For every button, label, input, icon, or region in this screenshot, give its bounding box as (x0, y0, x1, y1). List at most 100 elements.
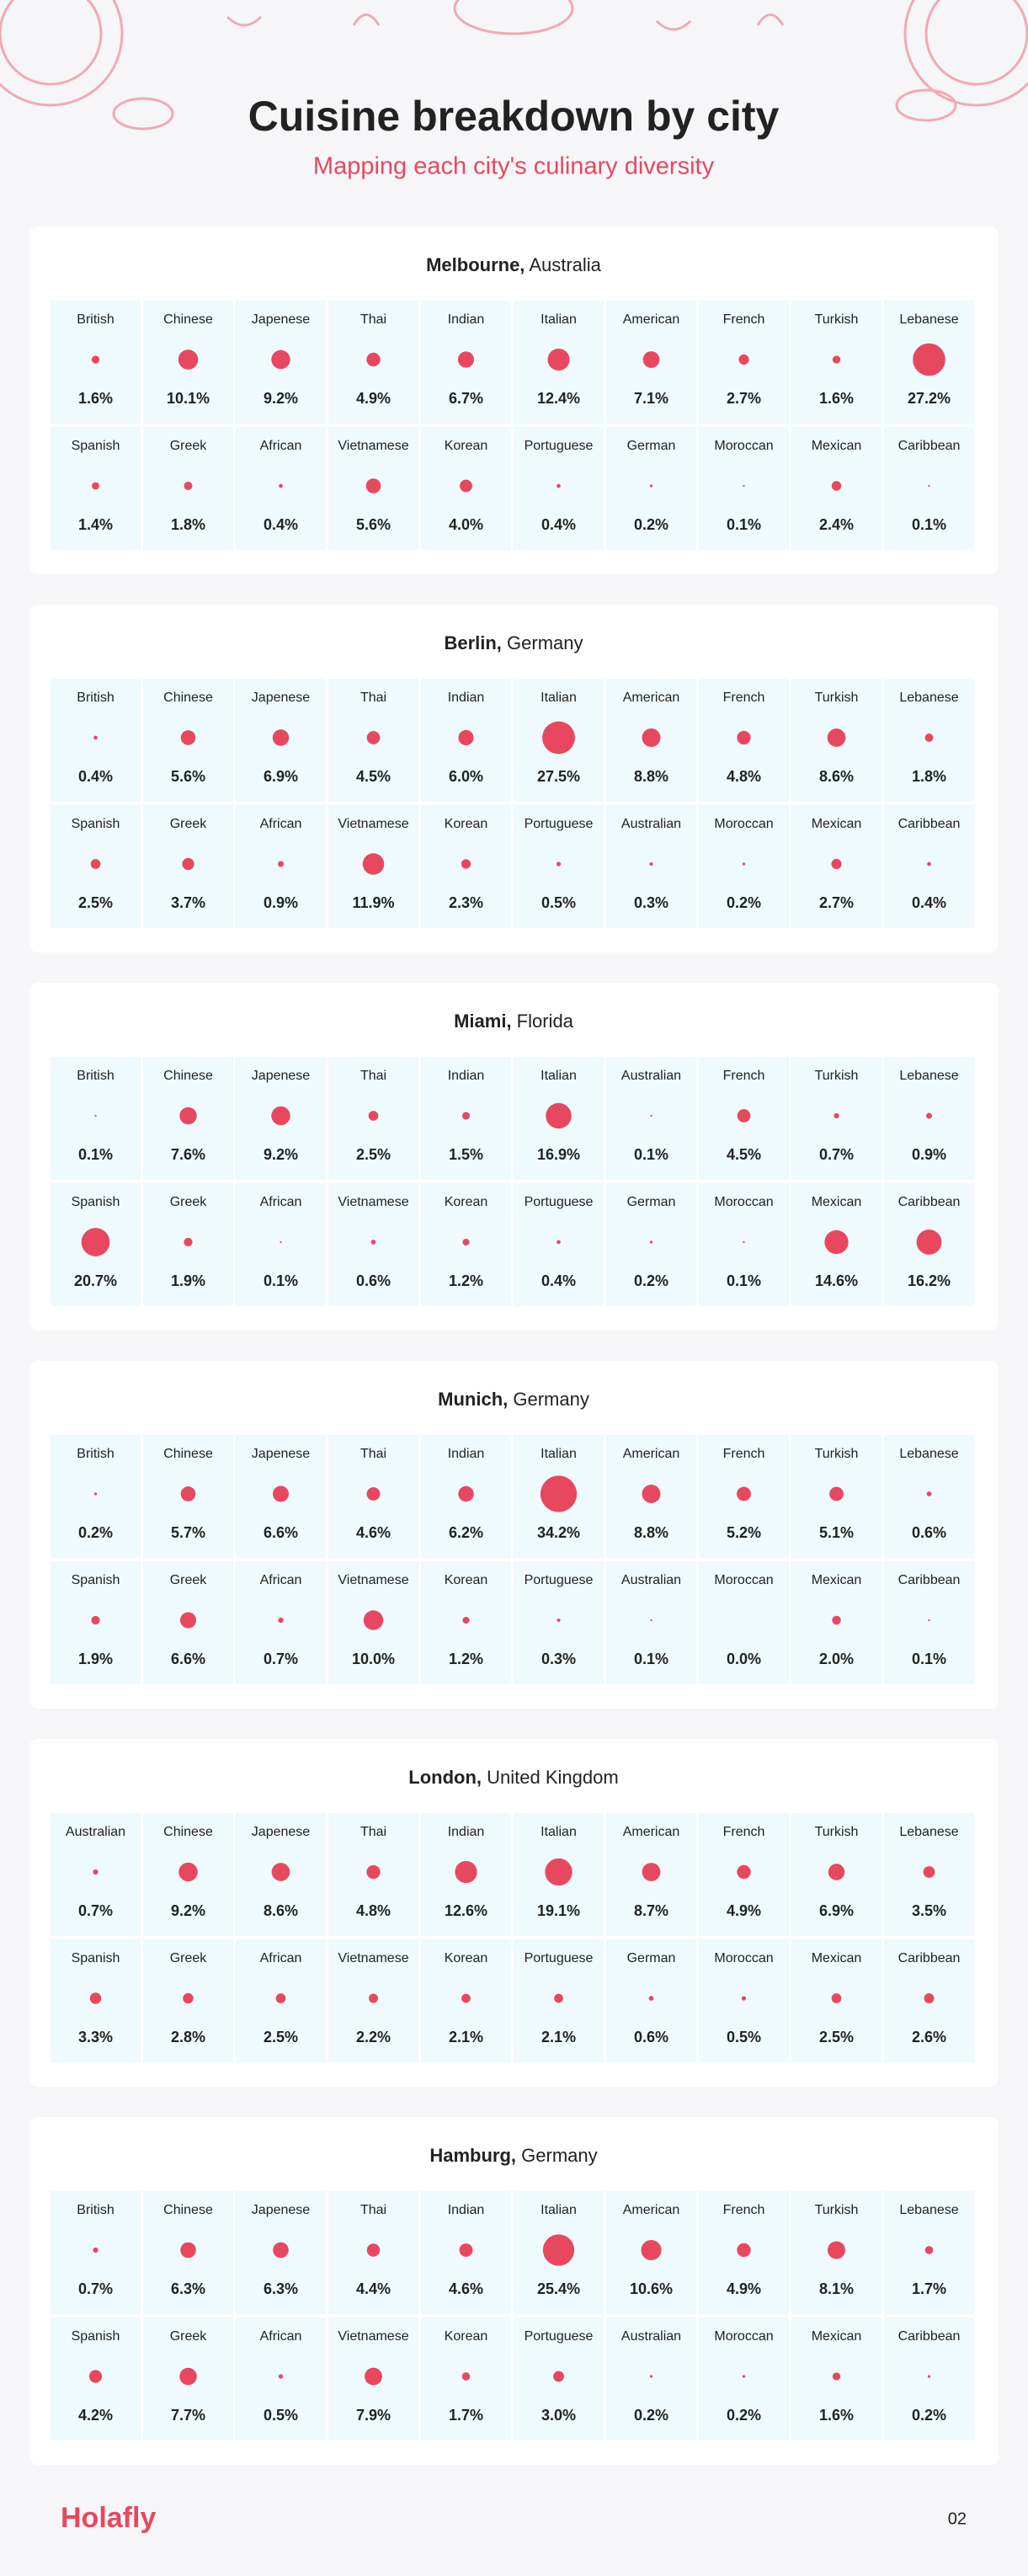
cuisine-label: Thai (360, 312, 386, 327)
cuisine-label: Greek (170, 439, 208, 453)
header-decoration (0, 0, 1028, 131)
value-label: 12.4% (537, 390, 580, 407)
cuisine-label: Portuguese (525, 817, 594, 831)
cuisine-label: Chinese (163, 1069, 213, 1083)
cuisine-label: Turkish (815, 1447, 859, 1461)
cuisine-label: German (627, 439, 676, 453)
cuisine-label: Korean (445, 1573, 488, 1587)
cuisine-label: Korean (445, 2329, 488, 2344)
bubble (184, 482, 193, 490)
bubble (279, 483, 283, 488)
bubble (90, 859, 101, 869)
cuisine-label: African (260, 1195, 302, 1209)
cuisine-label: Lebanese (899, 2203, 958, 2217)
value-label: 7.7% (171, 2407, 205, 2424)
cuisine-label: Japenese (252, 1069, 310, 1083)
bubble (556, 861, 562, 867)
bubble (272, 1485, 290, 1502)
bubble (832, 1615, 841, 1625)
value-label: 0.9% (264, 894, 298, 911)
cell (514, 427, 604, 550)
cuisine-label: Caribbean (898, 1195, 961, 1209)
cuisine-label: Spanish (72, 1195, 120, 1209)
city-card: Melbourne, Australia British 1.6% Chinese 10… (29, 227, 999, 574)
value-label: 0.6% (356, 1272, 391, 1289)
value-label: 1.6% (819, 390, 854, 407)
value-label: 0.4% (912, 894, 946, 911)
cuisine-label: French (723, 1825, 765, 1839)
value-label: 16.9% (537, 1146, 580, 1163)
value-label: 8.8% (634, 768, 668, 785)
bubble (94, 1114, 97, 1117)
bubble (928, 1619, 930, 1622)
cuisine-label: American (623, 1447, 680, 1461)
cuisine-label: Portuguese (525, 439, 594, 453)
cell (51, 1057, 141, 1180)
value-label: 9.2% (171, 1902, 205, 1919)
bubble (923, 1866, 935, 1878)
cuisine-label: Australian (621, 1573, 681, 1587)
cell (884, 1561, 974, 1684)
cuisine-label: African (260, 2329, 302, 2344)
cell (606, 1183, 696, 1306)
bubble (366, 2243, 381, 2257)
city-region: Germany (507, 632, 583, 653)
bubble (178, 1862, 198, 1882)
value-label: 1.6% (78, 390, 113, 407)
value-label: 11.9% (352, 894, 394, 911)
bubble (92, 482, 99, 490)
bubble (831, 481, 842, 491)
cell (699, 1561, 789, 1684)
cuisine-label: French (723, 691, 765, 705)
cell (699, 2317, 789, 2440)
value-label: 4.5% (727, 1146, 761, 1163)
city-name: Munich, (438, 1389, 508, 1410)
value-label: 2.2% (356, 2029, 391, 2045)
cuisine-label: Turkish (815, 1069, 859, 1083)
value-label: 6.3% (264, 2280, 298, 2297)
bubble (458, 1485, 474, 1502)
cuisine-label: French (723, 312, 765, 327)
cuisine-label: Japenese (252, 1447, 310, 1461)
bubble (649, 2375, 653, 2378)
bubble (88, 2370, 103, 2383)
value-label: 0.5% (727, 2029, 761, 2045)
value-label: 2.1% (541, 2029, 576, 2045)
cuisine-label: Portuguese (525, 1195, 594, 1209)
cell (606, 1561, 696, 1684)
city-card: Miami, Florida British 0.1% Chinese 7.6% Jape… (29, 983, 999, 1331)
city-name: London, (408, 1767, 482, 1788)
cell (606, 1939, 696, 2062)
value-label: 2.1% (449, 2029, 483, 2045)
cuisine-label: British (77, 691, 114, 705)
cuisine-label: Korean (445, 439, 488, 453)
value-label: 4.9% (727, 2280, 761, 2297)
value-label: 25.4% (537, 2280, 580, 2297)
bubble (546, 1102, 572, 1129)
cuisine-label: Thai (360, 2203, 386, 2217)
bubble (542, 721, 575, 755)
cuisine-label: Turkish (815, 1825, 859, 1839)
bubble (93, 2247, 99, 2253)
value-label: 27.5% (537, 768, 580, 785)
value-label: 2.8% (171, 2029, 205, 2045)
value-label: 0.6% (634, 2029, 668, 2045)
cuisine-label: Turkish (815, 312, 859, 327)
cuisine-label: Portuguese (525, 1951, 594, 1965)
cuisine-label: French (723, 1069, 765, 1083)
cuisine-label: Thai (360, 1069, 386, 1083)
cuisine-label: Indian (448, 691, 485, 705)
bubble (461, 1993, 471, 2003)
bubble (924, 1993, 935, 2003)
cell (51, 1435, 141, 1558)
value-label: 1.8% (171, 516, 205, 533)
value-label: 9.2% (264, 390, 298, 407)
cuisine-label: Moroccan (714, 439, 773, 453)
bubble (828, 1864, 845, 1880)
bubble (737, 2243, 751, 2258)
bubble (743, 484, 745, 488)
charts: Melbourne, Australia British 1.6% Chinese 10… (29, 227, 999, 2465)
bubble (553, 2371, 564, 2382)
cuisine-label: Vietnamese (338, 439, 408, 453)
cuisine-label: Vietnamese (338, 2329, 408, 2344)
